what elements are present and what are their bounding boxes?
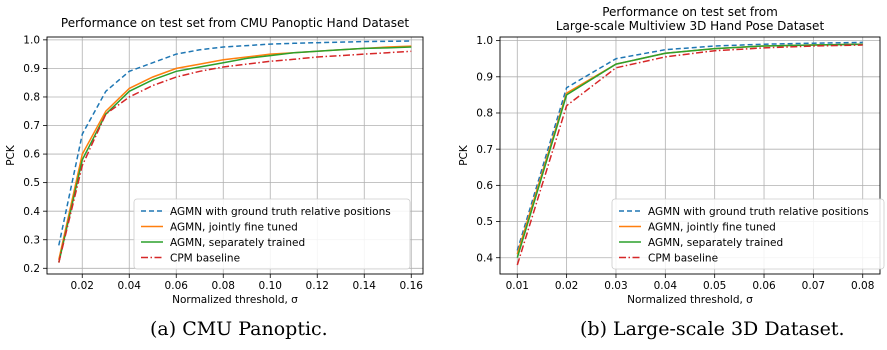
- legend-label-1: AGMN with ground truth relative position…: [170, 206, 391, 218]
- x-tick-label: 0.02: [555, 280, 578, 292]
- chart-title: Performance on test set from: [602, 5, 778, 19]
- x-tick-label: 0.04: [118, 280, 142, 292]
- x-tick-label: 0.05: [703, 280, 726, 292]
- legend-label-3: AGMN, separately trained: [170, 237, 305, 249]
- y-tick-label: 0.6: [476, 180, 493, 192]
- legend-label-4: CPM baseline: [170, 252, 240, 264]
- x-tick-label: 0.08: [851, 280, 874, 292]
- y-tick-label: 0.9: [476, 71, 493, 83]
- x-tick-label: 0.03: [604, 280, 627, 292]
- series-line-3: [516, 43, 863, 258]
- y-tick-label: 0.4: [23, 206, 40, 218]
- y-tick-label: 0.3: [23, 234, 40, 246]
- y-axis-label: PCK: [5, 144, 17, 166]
- y-tick-label: 0.7: [23, 120, 40, 132]
- legend-label-2: AGMN, jointly fine tuned: [170, 221, 298, 233]
- x-tick-label: 0.08: [212, 280, 235, 292]
- y-tick-label: 1.0: [476, 35, 493, 47]
- y-tick-label: 0.4: [476, 252, 493, 264]
- plot-frame: [499, 36, 881, 275]
- x-axis-label: Normalized threshold, σ: [172, 294, 298, 306]
- x-tick-label: 0.02: [71, 280, 94, 292]
- caption-a: (a) CMU Panoptic.: [150, 318, 328, 340]
- series-line-3: [58, 46, 412, 263]
- x-tick-label: 0.04: [654, 280, 678, 292]
- x-tick-label: 0.14: [353, 280, 377, 292]
- series-line-4: [58, 50, 412, 263]
- x-tick-label: 0.07: [802, 280, 825, 292]
- legend-label-4: CPM baseline: [648, 252, 718, 264]
- x-tick-label: 0.01: [506, 280, 529, 292]
- plot-frame: [46, 36, 424, 275]
- caption-b: (b) Large-scale 3D Dataset.: [580, 318, 845, 340]
- series-line-1: [516, 41, 863, 251]
- chart-panel-large-scale-3d: 0.01 0.02 0.03 0.04 0.05 0.06 0.07 0.08 0.4 0.5 0.…: [458, 5, 885, 306]
- x-tick-label: 0.16: [400, 280, 424, 292]
- y-tick-label: 0.2: [23, 263, 40, 275]
- series-line-4: [516, 44, 863, 266]
- y-tick-label: 0.5: [476, 216, 493, 228]
- y-tick-label: 0.8: [23, 92, 40, 104]
- x-tick-label: 0.06: [752, 280, 776, 292]
- series-line-1: [58, 40, 412, 246]
- x-tick-label: 0.12: [306, 280, 329, 292]
- y-axis-label: PCK: [458, 144, 470, 166]
- x-tick-label: 0.10: [259, 280, 282, 292]
- legend-box: [611, 198, 885, 270]
- legend-label-1: AGMN with ground truth relative position…: [648, 206, 869, 218]
- legend-label-3: AGMN, separately trained: [648, 237, 783, 249]
- y-tick-label: 0.6: [23, 149, 40, 161]
- chart-title: Large-scale Multiview 3D Hand Pose Datas…: [556, 19, 825, 33]
- y-tick-label: 0.8: [476, 108, 493, 120]
- chart-title: Performance on test set from CMU Panopti…: [61, 16, 409, 30]
- y-tick-label: 0.9: [23, 63, 40, 75]
- y-tick-label: 0.5: [23, 177, 40, 189]
- x-axis-label: Normalized threshold, σ: [627, 294, 753, 306]
- y-tick-label: 0.7: [476, 144, 493, 156]
- y-tick-label: 1.0: [23, 34, 40, 46]
- x-tick-label: 0.06: [165, 280, 189, 292]
- chart-panel-cmu-panoptic: 0.02 0.04 0.06 0.08 0.10 0.12 0.14 0.16 0.2 0.3 0.…: [5, 16, 424, 306]
- legend-box: [133, 198, 411, 270]
- legend-label-2: AGMN, jointly fine tuned: [648, 221, 776, 233]
